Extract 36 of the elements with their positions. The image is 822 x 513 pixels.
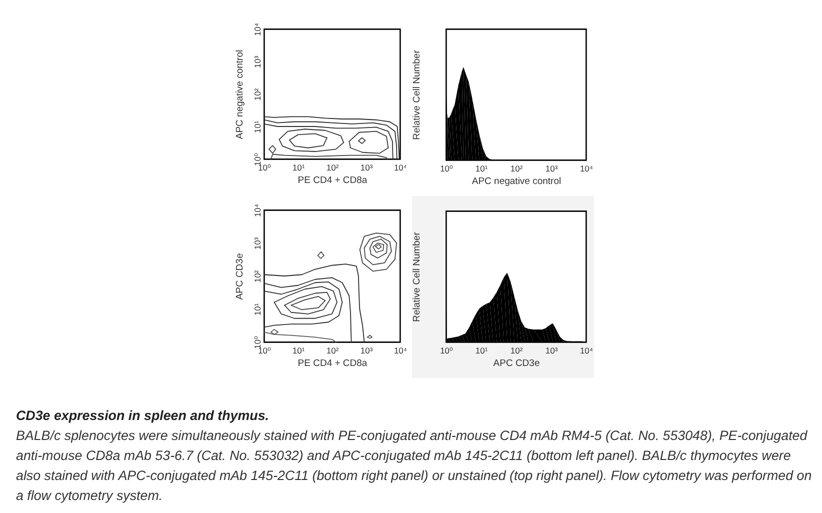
y-tick-label: 10⁴: [252, 22, 262, 36]
x-tick-label: 10⁴: [580, 346, 594, 356]
x-tick-label: 10¹: [475, 346, 488, 356]
x-tick-label: 10¹: [292, 162, 305, 172]
y-tick-label: 10⁴: [252, 204, 262, 218]
x-tick-label: 10⁰: [440, 164, 454, 174]
x-tick-label: 10⁴: [394, 162, 408, 172]
x-axis-title: APC negative control: [472, 176, 562, 187]
y-tick-label: 10²: [252, 270, 262, 283]
x-tick-label: 10³: [360, 162, 373, 172]
x-axis-title: APC CD3e: [493, 358, 540, 369]
text: BALB/c splenocytes were simultaneously stained with PE-conjugated anti-mouse CD4 mAb RM4-5 (Cat. No. 553048), PE-conjugated anti-mouse CD8a mAb 53-6.7 (Cat. No. 553032) and APC-conjugated mAb 145-2C11 (bottom left panel). BALB/c thymocytes were also stained with APC-conjugated mAb 145-2C11 (bottom right panel) or unstained (top right panel). Flow cytometry was performed on a flow cytometry system.: [16, 427, 812, 505]
x-tick-label: 10¹: [292, 346, 305, 356]
y-axis-title: APC CD3e: [234, 253, 246, 300]
x-tick-label: 10³: [360, 346, 373, 356]
y-axis-title: Relative Cell Number: [412, 232, 422, 322]
x-axis-title: PE CD4 + CD8a: [298, 358, 368, 369]
x-tick-label: 10³: [545, 346, 558, 356]
x-tick-label: 10⁴: [580, 164, 594, 174]
x-tick-label: 10²: [510, 346, 523, 356]
y-tick-label: 10²: [252, 88, 262, 101]
y-tick-label: 10¹: [252, 303, 262, 316]
x-tick-label: 10²: [326, 162, 339, 172]
y-tick-label: 10¹: [252, 120, 262, 134]
x-tick-label: 10²: [326, 346, 339, 356]
x-tick-label: 10⁴: [394, 346, 408, 356]
y-tick-label: 10³: [252, 56, 262, 68]
text: CD3e expression in spleen and thymus.: [16, 408, 270, 423]
y-axis-title: APC negative control: [234, 50, 246, 140]
y-axis-title: Relative Cell Number: [412, 50, 422, 140]
x-tick-label: 10³: [545, 164, 558, 174]
x-axis-title: PE CD4 + CD8a: [298, 175, 368, 186]
x-tick-label: 10⁰: [440, 346, 454, 356]
y-tick-label: 10³: [252, 237, 262, 250]
x-tick-label: 10²: [510, 164, 523, 174]
x-tick-label: 10¹: [475, 164, 488, 174]
